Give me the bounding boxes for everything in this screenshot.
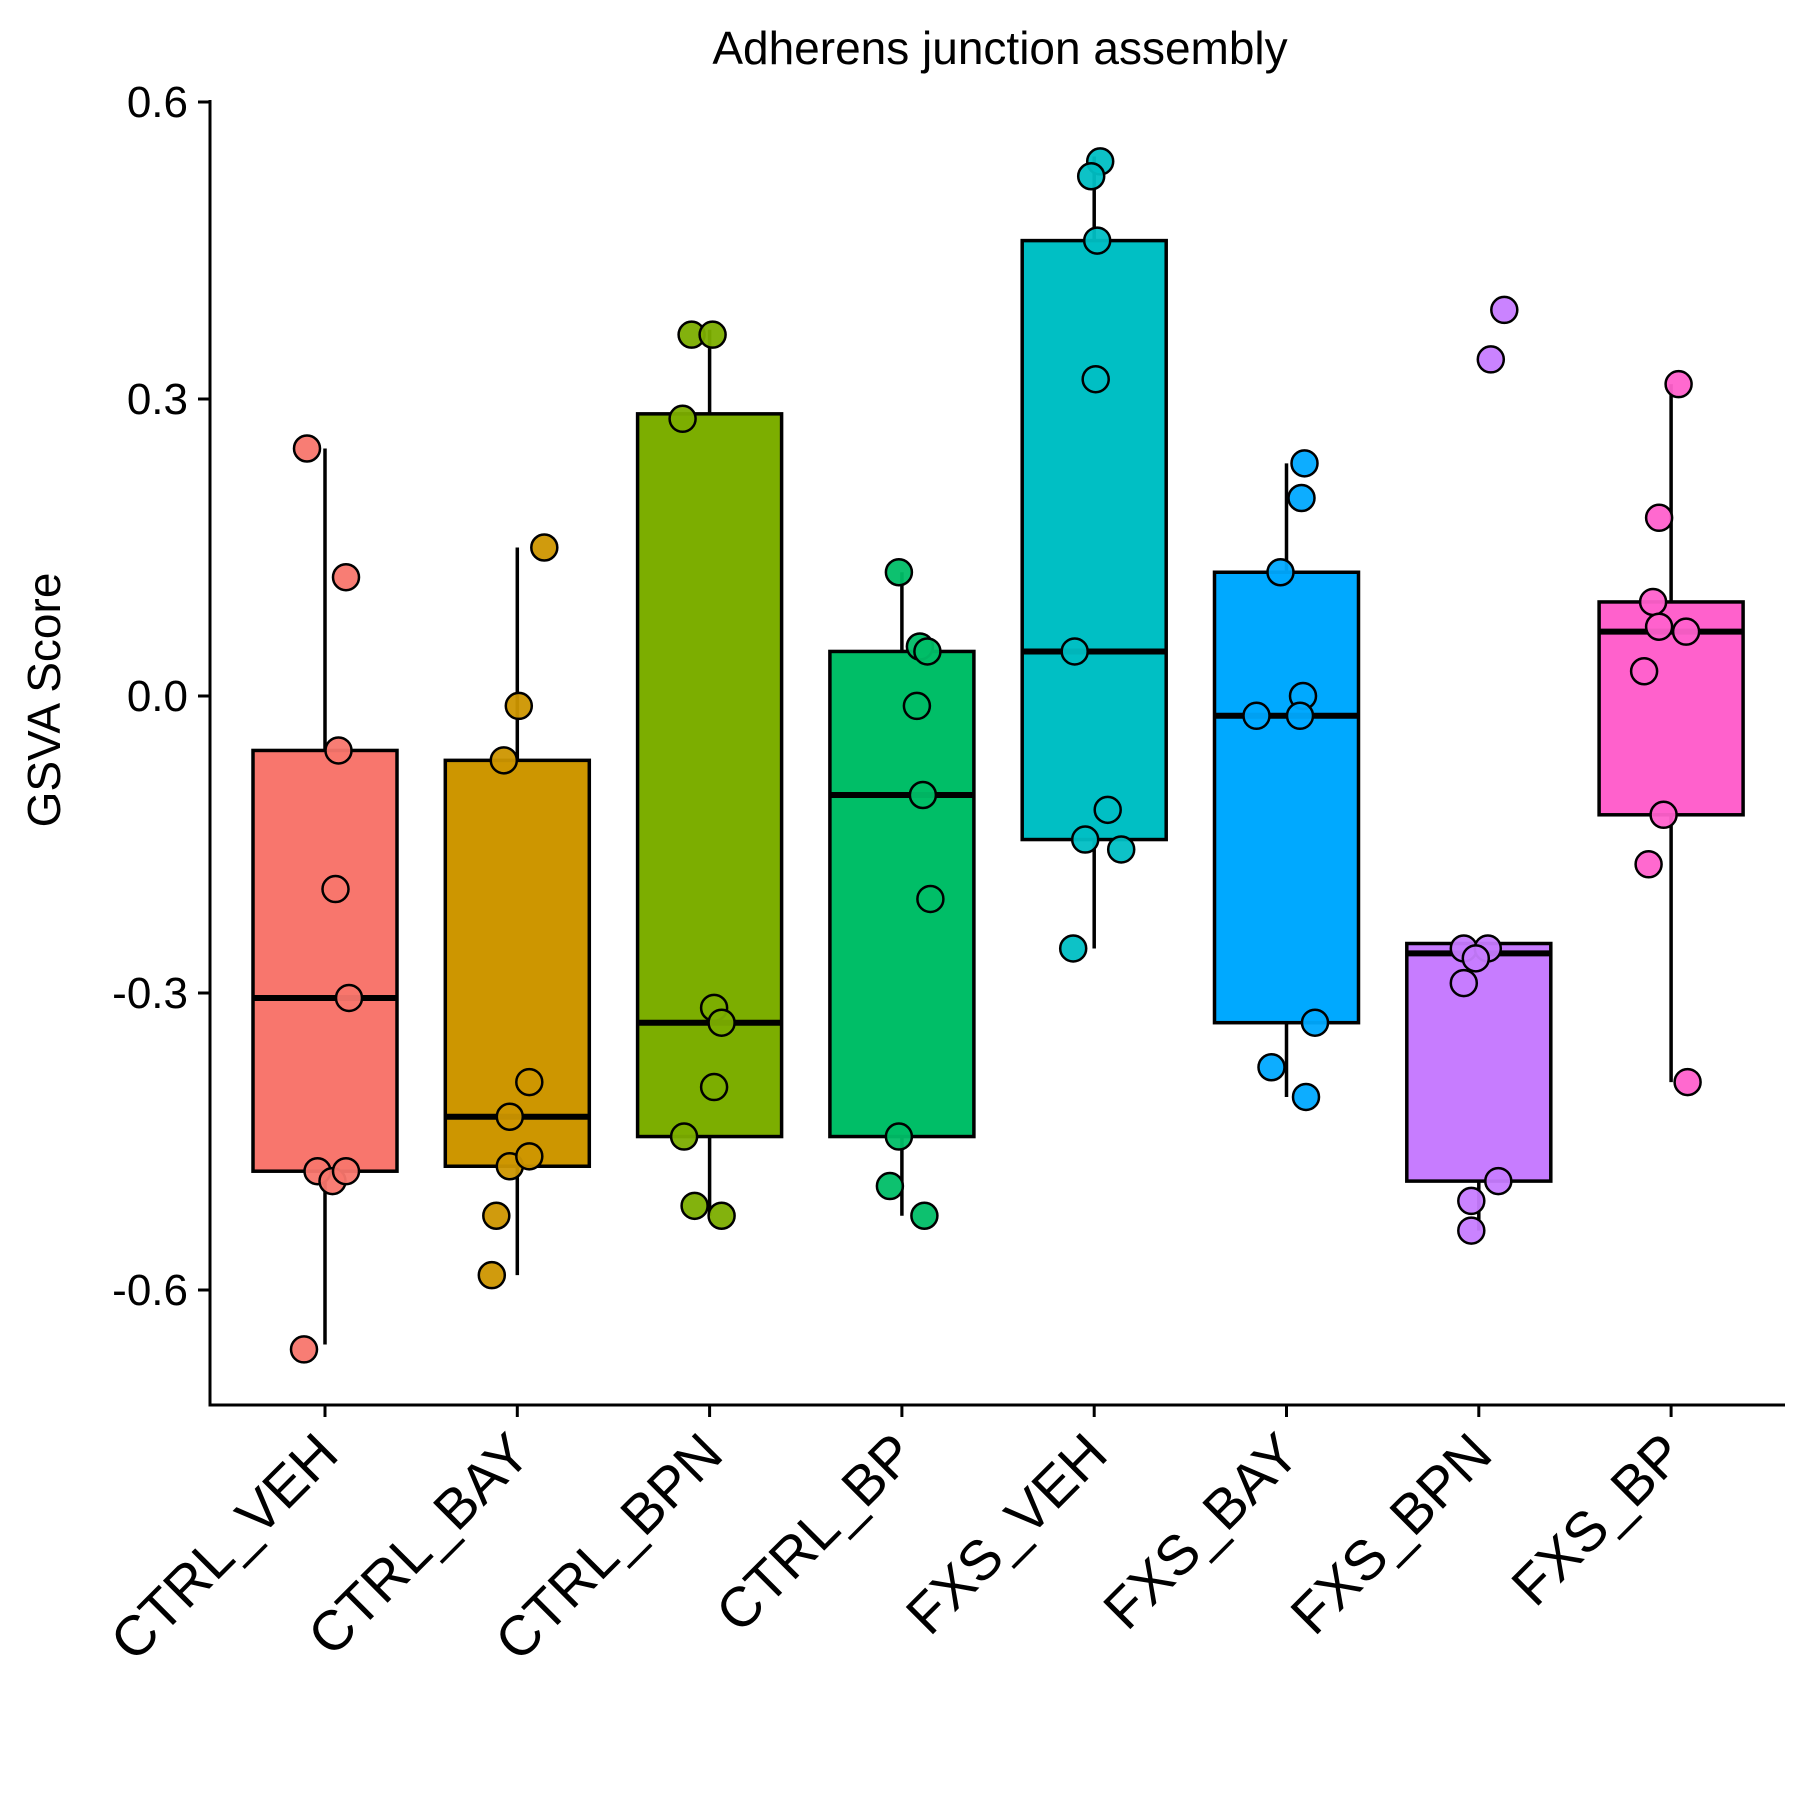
- data-point: [1673, 1067, 1702, 1097]
- box-ctrl-veh: [251, 748, 399, 1173]
- data-point: [1644, 612, 1674, 641]
- data-point: [884, 558, 914, 587]
- data-point: [668, 404, 697, 434]
- data-point: [324, 736, 353, 765]
- data-point: [1449, 968, 1479, 998]
- data-point: [916, 884, 945, 914]
- data-point: [1457, 1186, 1486, 1216]
- data-point: [1266, 558, 1295, 587]
- data-point: [489, 746, 519, 775]
- data-point: [884, 1122, 914, 1151]
- data-point: [1644, 503, 1674, 533]
- data-point: [1242, 701, 1271, 731]
- data-point: [289, 1335, 319, 1364]
- data-point: [1629, 657, 1659, 686]
- data-point: [1638, 587, 1668, 617]
- y-tick-label: -0.6: [112, 1266, 188, 1315]
- data-point: [910, 1201, 939, 1230]
- data-point: [1634, 850, 1663, 879]
- x-tick-label-fxs-bay: FXS_BAY: [1091, 1421, 1311, 1641]
- data-point: [680, 1191, 709, 1221]
- x-tick-label-fxs-veh: FXS_VEH: [894, 1421, 1119, 1646]
- x-tick-label-ctrl-bp: CTRL_BP: [704, 1421, 927, 1644]
- y-tick-label: 0.0: [127, 672, 188, 721]
- data-point: [495, 1102, 525, 1131]
- data-point: [1076, 162, 1106, 191]
- data-point: [1457, 1216, 1486, 1245]
- data-point: [1476, 345, 1506, 374]
- data-point: [1484, 1166, 1513, 1196]
- data-point: [1300, 1008, 1330, 1037]
- data-point: [1093, 795, 1122, 825]
- data-point: [669, 1122, 699, 1151]
- data-point: [1290, 449, 1319, 478]
- box-fxs-bp: [1597, 600, 1745, 817]
- data-point: [1070, 825, 1100, 854]
- data-point: [1490, 295, 1519, 325]
- chart-title: Adherens junction assembly: [712, 22, 1287, 74]
- data-point: [707, 1008, 736, 1037]
- data-point: [331, 562, 361, 592]
- data-point: [698, 320, 727, 349]
- data-point: [707, 1201, 736, 1230]
- data-point: [1106, 835, 1136, 864]
- data-point: [1060, 637, 1089, 666]
- data-point: [875, 1171, 905, 1201]
- data-point: [1287, 483, 1316, 513]
- y-tick-label: -0.3: [112, 969, 188, 1018]
- data-point: [477, 1260, 507, 1290]
- data-point: [1081, 364, 1110, 394]
- data-point: [515, 1142, 544, 1171]
- box-fxs-bay: [1212, 570, 1361, 1025]
- x-tick-label-fxs-bpn: FXS_BPN: [1278, 1421, 1503, 1646]
- data-point: [482, 1201, 511, 1230]
- data-point: [1058, 934, 1088, 963]
- data-point: [1082, 226, 1112, 255]
- data-point: [913, 637, 942, 666]
- y-tick-label: 0.3: [127, 375, 188, 424]
- data-point: [902, 691, 932, 721]
- data-point: [908, 780, 938, 810]
- data-point: [321, 874, 350, 904]
- data-point: [334, 983, 364, 1013]
- data-point: [1291, 1082, 1321, 1112]
- data-point: [1671, 617, 1701, 646]
- data-point: [530, 533, 559, 562]
- data-point: [1257, 1053, 1286, 1082]
- data-point: [331, 1156, 361, 1186]
- box-fxs-veh: [1020, 238, 1168, 842]
- y-tick-label: 0.6: [127, 78, 188, 127]
- data-point: [1285, 701, 1315, 731]
- plot-area: 0.60.30.0-0.3-0.6CTRL_VEHCTRL_BAYCTRL_BP…: [98, 78, 1785, 1672]
- data-point: [1649, 800, 1678, 830]
- y-axis-label: GSVA Score: [18, 573, 70, 828]
- box-fxs-bpn: [1405, 941, 1553, 1183]
- box-ctrl-bp: [828, 649, 976, 1139]
- data-point: [1664, 369, 1693, 399]
- x-tick-label-fxs-bp: FXS_BP: [1499, 1421, 1695, 1617]
- data-point: [699, 1072, 729, 1102]
- data-point: [1461, 944, 1491, 973]
- data-point: [292, 434, 322, 463]
- data-point: [515, 1067, 544, 1097]
- box-ctrl-bay: [443, 758, 592, 1168]
- data-point: [504, 691, 534, 721]
